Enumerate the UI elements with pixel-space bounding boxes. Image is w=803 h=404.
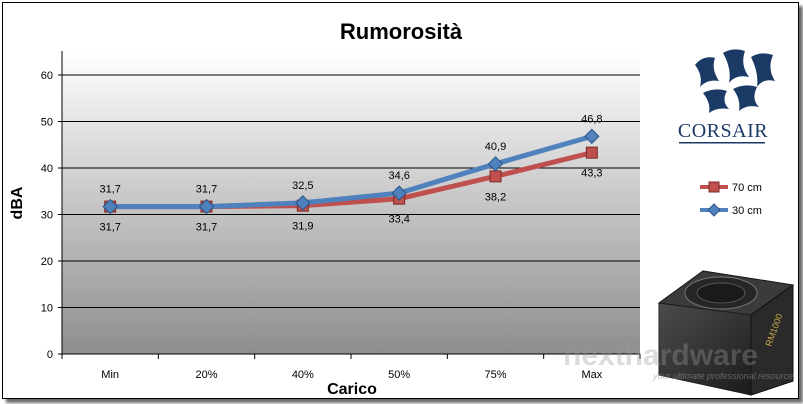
- watermark-subtitle: your ultimate professional resource: [652, 371, 793, 381]
- data-label: 31,7: [196, 184, 217, 196]
- data-label: 31,9: [292, 221, 313, 233]
- data-label: 31,7: [99, 222, 120, 234]
- legend: 70 cm 30 cm: [700, 181, 762, 217]
- data-label: 38,2: [485, 191, 506, 203]
- y-tick-label: 0: [47, 349, 53, 361]
- data-point: [198, 198, 215, 215]
- data-label: 40,9: [485, 141, 506, 153]
- psu-product-image: RM1000: [657, 270, 795, 396]
- x-tick-label: 75%: [484, 369, 506, 381]
- series-group: 31,7 31,7 31,9 33,4 38,2 43,3 31,7 31,7 32,5 34,6…: [99, 113, 602, 233]
- y-tick-label: 20: [41, 256, 53, 268]
- y-tick-label: 10: [41, 303, 53, 315]
- x-tick-label: Max: [581, 369, 602, 381]
- axes: [61, 51, 641, 359]
- data-point: [487, 156, 504, 172]
- series-1: 31,7 31,7 32,5 34,6 40,9 46,8: [99, 113, 603, 215]
- data-point: [585, 146, 598, 159]
- data-point: [391, 185, 407, 201]
- x-tick-label: Min: [101, 369, 119, 381]
- x-axis-title: Carico: [327, 381, 377, 398]
- data-point: [584, 128, 600, 145]
- watermark-text: nexthardware: [563, 339, 758, 372]
- logo-underline: [679, 142, 765, 144]
- y-tick-label: 50: [41, 117, 53, 129]
- data-label: 31,7: [196, 222, 217, 234]
- series-line: [107, 133, 595, 210]
- legend-item-1: 30 cm: [700, 203, 762, 217]
- data-label: 32,5: [292, 180, 313, 192]
- data-point: [102, 198, 118, 215]
- chart-frame: Rumorosità 0 10 20 30 40 50 60 Min 20% 40% 50% 75%…: [2, 2, 799, 399]
- data-label: 43,3: [581, 168, 602, 180]
- data-label: 46,8: [581, 113, 602, 125]
- x-tick-labels: Min 20% 40% 50% 75% Max: [101, 369, 602, 381]
- legend-label: 70 cm: [732, 182, 762, 194]
- data-label: 31,7: [99, 184, 120, 196]
- y-tick-label: 60: [41, 70, 53, 82]
- data-label: 34,6: [388, 170, 409, 182]
- legend-marker: [707, 203, 721, 217]
- y-tick-labels: 0 10 20 30 40 50 60: [41, 70, 53, 361]
- x-tick-label: 50%: [388, 369, 410, 381]
- corsair-logo-text: CORSAIR: [678, 120, 768, 142]
- noise-chart: Rumorosità 0 10 20 30 40 50 60 Min 20% 40% 50% 75%…: [9, 19, 795, 398]
- chart-title: Rumorosità: [340, 19, 463, 44]
- data-point: [295, 195, 311, 211]
- y-tick-label: 30: [41, 210, 53, 222]
- x-tick-label: 20%: [195, 369, 217, 381]
- legend-label: 30 cm: [732, 205, 762, 217]
- legend-marker: [708, 181, 720, 193]
- x-tick-label: 40%: [292, 369, 314, 381]
- corsair-sails-icon: [695, 49, 775, 113]
- data-point: [489, 170, 502, 183]
- y-tick-label: 40: [41, 163, 53, 175]
- data-label: 33,4: [388, 214, 409, 226]
- legend-item-0: 70 cm: [700, 181, 762, 194]
- y-axis-title: dBA: [9, 186, 26, 219]
